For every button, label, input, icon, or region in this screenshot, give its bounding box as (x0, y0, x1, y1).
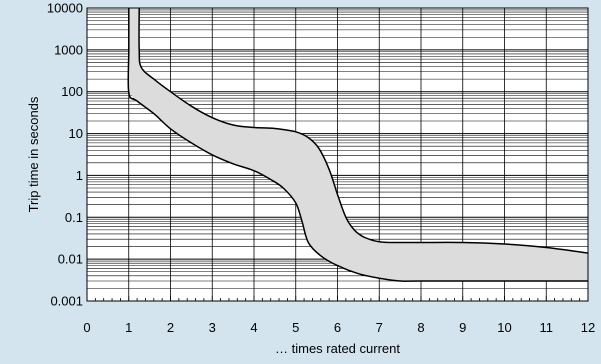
y-tick-label: 100 (61, 84, 83, 99)
tolerance-band (128, 8, 589, 281)
x-tick-labels: 0 1 2 3 4 5 6 7 8 9 10 11 12 (83, 320, 595, 335)
upper-trip-curve (138, 7, 589, 254)
tick-layer (86, 296, 589, 301)
y-tick-label: 0.1 (65, 210, 83, 225)
y-tick-labels: 0.001 0.01 0.1 1 10 100 1000 10000 (47, 1, 83, 309)
band-layer (128, 8, 589, 281)
y-tick-label: 0.001 (50, 294, 83, 309)
x-tick-label: 6 (334, 320, 341, 335)
lower-trip-curve (127, 8, 588, 282)
x-tick-label: 7 (376, 320, 383, 335)
y-axis-title: Trip time in seconds (26, 96, 41, 212)
x-tick-label: 5 (292, 320, 299, 335)
x-tick-label: 3 (209, 320, 216, 335)
y-tick-label: 1 (76, 168, 83, 183)
x-tick-label: 11 (540, 320, 554, 335)
x-tick-label: 1 (125, 320, 132, 335)
x-axis-title: … times rated current (275, 341, 400, 356)
y-tick-label: 10000 (47, 1, 83, 16)
x-tick-label: 4 (250, 320, 257, 335)
x-tick-label: 12 (581, 320, 595, 335)
curve-layer (127, 7, 589, 282)
x-tick-label: 2 (167, 320, 174, 335)
x-tick-label: 9 (459, 320, 466, 335)
y-tick-label: 10 (69, 126, 83, 141)
x-tick-label: 10 (497, 320, 511, 335)
x-tick-label: 0 (83, 320, 90, 335)
x-tick-label: 8 (417, 320, 424, 335)
y-tick-label: 0.01 (58, 252, 83, 267)
y-tick-label: 1000 (54, 42, 83, 57)
